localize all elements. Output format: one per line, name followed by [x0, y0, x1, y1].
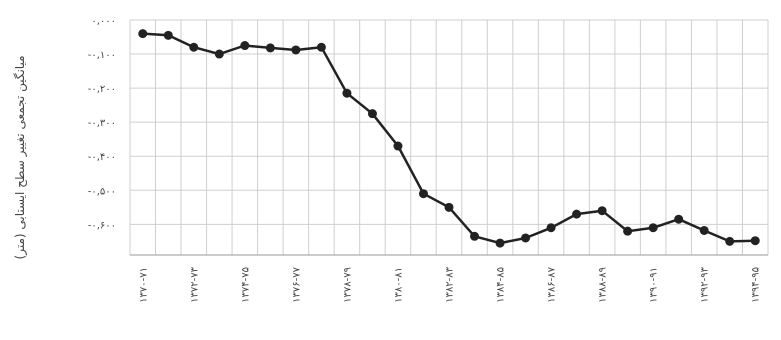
data-point	[521, 233, 531, 243]
data-point	[546, 223, 556, 233]
x-tick-label: ۱۳۸۲-۸۳	[445, 266, 456, 302]
series-line-group	[138, 29, 760, 248]
data-point	[648, 223, 658, 233]
data-point	[189, 42, 199, 52]
data-point	[750, 236, 760, 246]
data-point	[674, 214, 684, 224]
x-tick-label: ۱۳۷۰-۷۱	[138, 267, 149, 303]
y-tick-label: -۰,۱۰۰	[88, 50, 116, 61]
x-tick-label: ۱۳۷۲-۷۳	[189, 266, 200, 302]
data-point	[316, 42, 326, 52]
data-point	[725, 236, 735, 246]
data-point	[342, 88, 352, 98]
y-tick-label: ۰,۰۰۰	[91, 16, 116, 27]
data-point	[265, 43, 275, 53]
y-tick-label: -۰,۴۰۰	[88, 152, 116, 163]
x-tick-label: ۱۳۹۰-۹۱	[649, 267, 660, 303]
data-point	[163, 30, 173, 40]
x-tick-label: ۱۳۷۶-۷۷	[291, 266, 302, 302]
data-point	[495, 238, 505, 248]
data-point	[240, 41, 250, 51]
x-tick-labels: ۱۳۷۰-۷۱ ۱۳۷۲-۷۳ ۱۳۷۴-۷۵ ۱۳۷۶-۷۷ ۱۳۷۸-۷۹ ۱۳۸۰-…	[138, 266, 761, 302]
data-point	[623, 226, 633, 236]
data-point	[291, 45, 301, 55]
x-tick-label: ۱۳۸۰-۸۱	[393, 267, 404, 303]
y-axis-label-group: میانگین تجمعی تغییر سطح ایستابی (متر)	[13, 56, 28, 260]
y-axis-label: میانگین تجمعی تغییر سطح ایستابی (متر)	[13, 56, 28, 260]
x-tick-label: ۱۳۷۸-۷۹	[342, 267, 353, 303]
data-point	[699, 225, 709, 235]
data-point	[418, 189, 428, 199]
x-tick-label: ۱۳۹۴-۹۵	[751, 267, 762, 303]
data-point	[444, 202, 454, 212]
data-point	[597, 206, 607, 216]
x-tick-label: ۱۳۷۴-۷۵	[240, 267, 251, 303]
x-tick-label: ۱۳۹۲-۹۳	[700, 266, 711, 302]
y-tick-label: -۰,۲۰۰	[88, 84, 116, 95]
data-point	[393, 141, 403, 151]
data-point	[470, 231, 480, 241]
data-point	[367, 109, 377, 119]
x-tick-label: ۱۳۸۶-۸۷	[547, 266, 558, 302]
data-point	[572, 209, 582, 219]
x-tick-label: ۱۳۸۴-۸۵	[496, 267, 507, 303]
y-tick-label: -۰,۶۰۰	[88, 220, 116, 231]
y-tick-label: -۰,۵۰۰	[88, 186, 116, 197]
data-point	[214, 49, 224, 59]
y-tick-label: -۰,۳۰۰	[88, 118, 116, 129]
x-tick-label: ۱۳۸۸-۸۹	[598, 267, 609, 303]
gridlines	[129, 19, 769, 256]
data-point	[138, 29, 148, 39]
y-tick-labels: ۰,۰۰۰ -۰,۱۰۰ -۰,۲۰۰ -۰,۳۰۰ -۰,۴۰۰ -۰,۵۰۰ -۰,۶۰…	[88, 16, 116, 231]
